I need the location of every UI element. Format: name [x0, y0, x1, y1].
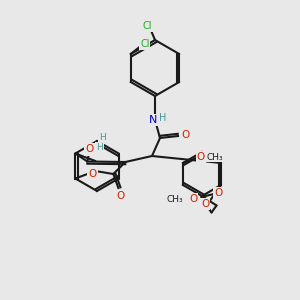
- Text: O: O: [88, 169, 97, 179]
- Text: N: N: [149, 115, 157, 125]
- Text: O: O: [197, 152, 205, 162]
- Text: H: H: [159, 113, 167, 123]
- Text: H: H: [96, 143, 103, 152]
- Text: CH₃: CH₃: [207, 152, 223, 161]
- Text: O: O: [182, 130, 190, 140]
- Text: O: O: [214, 188, 222, 198]
- Text: O: O: [201, 199, 209, 209]
- Text: CH₃: CH₃: [167, 194, 183, 203]
- Text: O: O: [85, 145, 94, 154]
- Text: O: O: [189, 194, 197, 204]
- Text: H: H: [99, 134, 105, 142]
- Text: Cl: Cl: [140, 39, 149, 49]
- Text: O: O: [116, 191, 124, 201]
- Text: Cl: Cl: [142, 21, 152, 31]
